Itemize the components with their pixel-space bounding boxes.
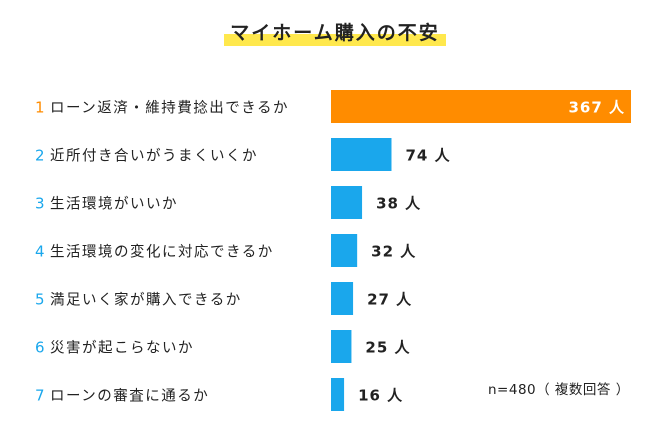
data-label: 38 人 (376, 195, 421, 213)
title-container: マイホーム購入の不安 (0, 18, 670, 48)
title-highlight (224, 34, 446, 46)
rank-number: 4 (35, 243, 45, 261)
rank-number: 7 (35, 387, 45, 405)
bar (331, 282, 354, 315)
category-label: 満足いく家が購入できるか (50, 292, 242, 309)
data-label: 25 人 (365, 339, 410, 357)
chart-title-box: マイホーム購入の不安 (224, 18, 446, 48)
rank-number: 1 (35, 99, 45, 117)
category-label: 災害が起こらないか (50, 340, 194, 357)
sample-note: n=480（ 複数回答 ） (488, 382, 630, 398)
rank-number: 5 (35, 291, 45, 309)
category-label: 近所付き合いがうまくいくか (50, 148, 258, 165)
bar (331, 330, 352, 363)
chart-title: マイホーム購入の不安 (230, 22, 440, 44)
rank-number: 6 (35, 339, 45, 357)
data-label: 16 人 (358, 387, 403, 405)
bar (331, 234, 358, 267)
bar (331, 90, 631, 123)
rank-number: 3 (35, 195, 45, 213)
category-label: 生活環境がいいか (50, 195, 178, 213)
data-label: 32 人 (371, 243, 416, 261)
data-label: 367 人 (568, 99, 625, 117)
data-label: 27 人 (367, 291, 412, 309)
rank-number: 2 (35, 147, 45, 165)
category-label: 生活環境の変化に対応できるか (50, 243, 274, 261)
data-label: 74 人 (405, 147, 450, 165)
category-label: ローンの審査に通るか (50, 388, 209, 405)
bar (331, 138, 392, 171)
category-label: ローン返済・維持費捻出できるか (50, 100, 289, 117)
bar (331, 378, 345, 411)
bar (331, 186, 363, 219)
